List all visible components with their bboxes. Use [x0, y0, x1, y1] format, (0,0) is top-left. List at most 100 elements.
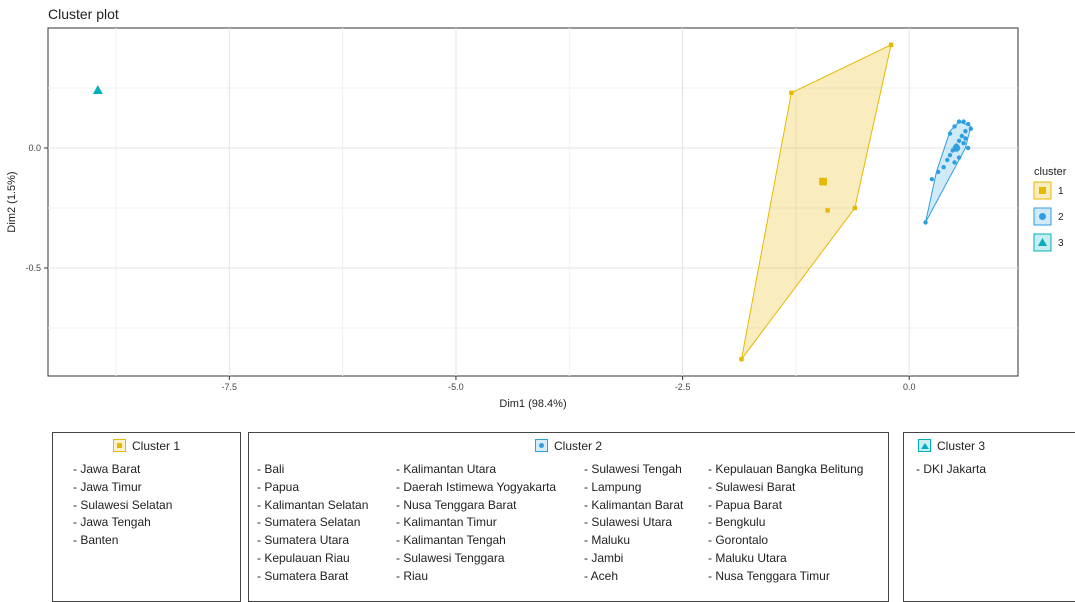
cluster-2-list-col-3: - Sulawesi Tengah - Lampung - Kalimantan… [584, 461, 683, 586]
x-tick-label: 0.0 [903, 382, 916, 392]
list-item: - Sulawesi Barat [708, 479, 796, 494]
list-item: - Sulawesi Selatan [73, 497, 173, 512]
list-item: - Bengkulu [708, 515, 766, 530]
x-tick-label: -7.5 [222, 382, 238, 392]
cluster-2-point [947, 131, 953, 136]
list-item: - Sulawesi Tengah [584, 462, 682, 476]
cluster-1-point [789, 90, 794, 95]
cluster-1-point [852, 205, 858, 211]
list-item: - Nusa Tenggara Barat [396, 497, 517, 512]
legend: cluster 1 2 3 [1033, 166, 1067, 252]
list-item: - Aceh [584, 568, 619, 583]
cluster-2-point [956, 138, 962, 143]
cluster-3-point [92, 85, 103, 94]
cluster-2-point [963, 129, 968, 134]
x-tick-label: -5.0 [448, 382, 464, 392]
list-item: - Jawa Tengah [73, 515, 151, 530]
cluster-3-box: Cluster 3 - DKI Jakarta [903, 432, 1075, 602]
cluster-1-list: - Jawa Barat - Jawa Timur - Sulawesi Sel… [73, 461, 172, 550]
chart-title: Cluster plot [48, 6, 119, 22]
cluster-2-point [965, 145, 971, 151]
list-item: - Kalimantan Utara [396, 462, 497, 476]
legend-marker-3 [1038, 238, 1047, 246]
circle-icon [534, 439, 548, 452]
x-axis-ticks: -7.5 -5.0 -2.5 0.0 [222, 376, 916, 392]
list-item: - Banten [73, 533, 119, 548]
list-item: - Sumatera Barat [257, 568, 349, 583]
list-item: - Kalimantan Selatan [257, 497, 369, 512]
y-tick-label: 0.0 [28, 143, 41, 153]
cluster-1-point [739, 357, 744, 362]
cluster-2-point [968, 126, 974, 131]
x-tick-label: -2.5 [675, 382, 691, 392]
list-item: - Sulawesi Tenggara [396, 550, 505, 565]
triangle-icon [918, 439, 931, 452]
list-item: - Riau [396, 568, 429, 583]
list-item: - Kalimantan Tengah [396, 533, 506, 548]
cluster-2-point [936, 169, 941, 175]
list-item: - Kalimantan Barat [584, 497, 684, 512]
y-axis-ticks: -0.5 0.0 [25, 143, 48, 273]
cluster-2-center [952, 144, 961, 152]
list-item: - Jambi [584, 550, 624, 565]
cluster-2-list-col-4: - Kepulauan Bangka Belitung - Sulawesi B… [708, 461, 863, 586]
cluster-2-point [952, 124, 957, 129]
cluster-2-box: Cluster 2 - Bali - Papua - Kalimantan Se… [248, 432, 889, 602]
cluster-2-point [956, 155, 962, 160]
cluster-1-header: Cluster 1 [53, 439, 240, 453]
list-item: - Kepulauan Bangka Belitung [708, 462, 864, 476]
cluster-1-box: Cluster 1 - Jawa Barat - Jawa Timur - Su… [52, 432, 241, 602]
cluster-2-point [947, 153, 953, 158]
cluster-1-point [888, 42, 894, 47]
cluster-2-list-col-1: - Bali - Papua - Kalimantan Selatan - Su… [257, 461, 368, 586]
cluster-1-title: Cluster 1 [131, 439, 181, 453]
list-item: - Bali [257, 462, 285, 476]
cluster-2-point [923, 220, 928, 225]
cluster-2-point [945, 157, 950, 163]
cluster-2-point [959, 133, 964, 139]
cluster-1-point [825, 208, 830, 213]
list-item: - Daerah Istimewa Yogyakarta [396, 479, 557, 494]
list-item: - Kalimantan Timur [396, 515, 497, 530]
cluster-2-point [965, 121, 971, 127]
cluster-2-list-col-2: - Kalimantan Utara - Daerah Istimewa Yog… [396, 461, 556, 586]
list-item: - Jawa Timur [73, 479, 142, 494]
cluster-3-header: Cluster 3 [918, 439, 1075, 453]
cluster-2-point [941, 165, 946, 170]
cluster-2-point [961, 119, 966, 124]
list-item: - Papua [257, 479, 300, 494]
list-item: - Maluku [584, 533, 631, 548]
list-item: - Kepulauan Riau [257, 550, 350, 565]
cluster-2-point [929, 177, 935, 182]
square-icon [112, 439, 126, 452]
list-item: - Maluku Utara [708, 550, 787, 565]
cluster-2-title: Cluster 2 [553, 439, 603, 453]
cluster-2-point [956, 119, 962, 124]
legend-label-1: 1 [1058, 186, 1064, 197]
list-item: - Sumatera Utara [257, 533, 350, 548]
list-item: - Jawa Barat [73, 462, 141, 476]
legend-marker-1 [1039, 187, 1046, 194]
legend-label-2: 2 [1058, 212, 1064, 223]
cluster-points [92, 42, 974, 362]
cluster-2-point [961, 141, 966, 146]
cluster-3-list: - DKI Jakarta [916, 461, 986, 479]
list-item: - Nusa Tenggara Timur [708, 568, 830, 583]
cluster-2-header: Cluster 2 [249, 439, 888, 453]
legend-title: cluster [1034, 166, 1067, 178]
x-axis-label: Dim1 (98.4%) [499, 398, 566, 410]
y-axis-label: Dim2 (1.5%) [6, 171, 18, 232]
legend-marker-2 [1039, 213, 1046, 220]
cluster-1-center [819, 177, 827, 186]
cluster-3-title: Cluster 3 [937, 439, 986, 453]
cluster-2-point [952, 160, 957, 165]
list-item: - Lampung [584, 479, 642, 494]
list-item: - Gorontalo [708, 533, 769, 548]
legend-label-3: 3 [1058, 238, 1064, 249]
list-item: - Sulawesi Utara [584, 515, 673, 530]
y-tick-label: -0.5 [25, 263, 41, 273]
cluster-plot: Cluster plot -7.5 -5.0 -2.5 0.0 -0.5 0.0 Dim… [6, 6, 1067, 410]
cluster-2-point [963, 136, 968, 141]
list-item: - DKI Jakarta [916, 462, 987, 476]
list-item: - Papua Barat [708, 497, 783, 512]
